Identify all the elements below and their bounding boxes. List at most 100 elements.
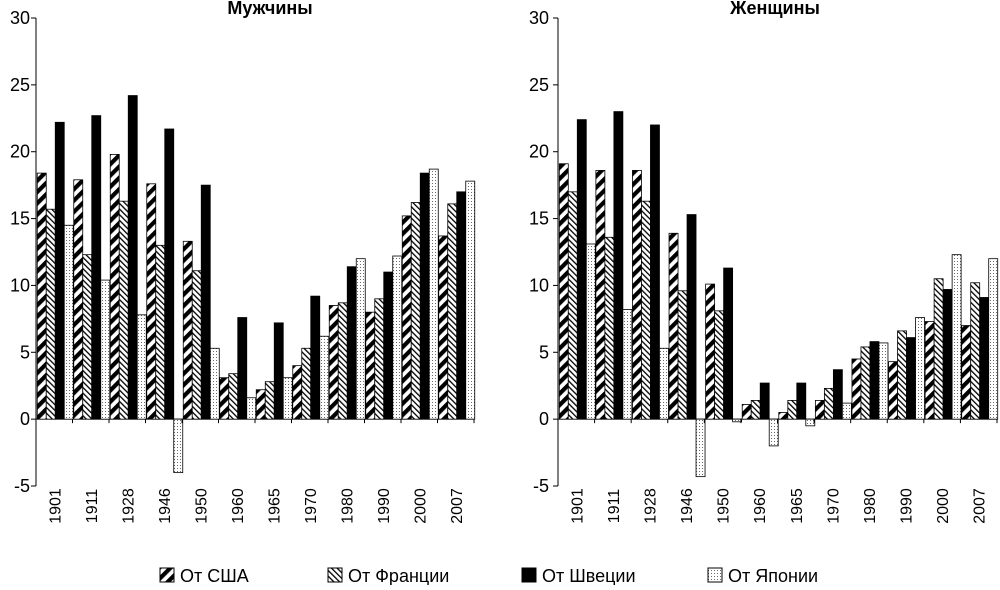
- y-tick-label: 30: [10, 8, 30, 28]
- bar-2-1970: [823, 387, 834, 420]
- panel-title: Мужчины: [227, 0, 312, 18]
- x-tick-label: 1990: [899, 488, 916, 524]
- bar-4-1990: [915, 317, 925, 420]
- legend-label: От США: [180, 566, 249, 585]
- bar-1-1980: [851, 358, 862, 420]
- bar-2-1950: [191, 270, 202, 420]
- y-tick-label: 15: [529, 209, 549, 229]
- bar-3-1965: [796, 382, 807, 420]
- y-tick-label: 5: [539, 342, 549, 362]
- bar-4-1911: [100, 279, 111, 420]
- bar-4-2007: [465, 180, 476, 420]
- x-tick-label: 1970: [303, 488, 320, 524]
- bar-4-1965: [805, 418, 816, 427]
- bar-1-1970: [292, 365, 303, 420]
- bar-3-1990: [906, 337, 916, 420]
- bar-3-1946: [164, 128, 175, 420]
- bar-2-1980: [337, 302, 348, 420]
- y-tick-label: 0: [20, 409, 30, 429]
- bar-3-1990: [383, 271, 394, 420]
- bar-4-1928: [136, 314, 147, 420]
- bar-2-2007: [447, 203, 458, 420]
- y-tick-label: 30: [529, 8, 549, 28]
- bar-2-1928: [118, 200, 129, 420]
- y-tick-label: 10: [529, 275, 549, 295]
- x-tick-label: 1928: [642, 488, 659, 524]
- bar-1-2007: [438, 235, 449, 420]
- x-tick-label: 1911: [84, 489, 101, 524]
- bar-2-1901: [567, 191, 578, 420]
- y-tick-label: 5: [20, 342, 30, 362]
- bar-1-1970: [814, 400, 825, 420]
- bar-3-1911: [613, 111, 624, 420]
- bar-3-1980: [869, 341, 880, 420]
- y-tick-label: 25: [10, 75, 30, 95]
- panel-women: Женщины -5 0 5 10 15 20 25 30 1901 1911 1928 1946 19…: [529, 0, 999, 524]
- bar-3-1980: [346, 266, 357, 420]
- bar-3-1965: [273, 322, 284, 420]
- bar-1-1990: [888, 361, 898, 420]
- x-tick-label: 2000: [935, 488, 952, 524]
- legend-swatch: [521, 567, 537, 583]
- bar-4-1965: [282, 377, 293, 420]
- bar-4-1946: [695, 418, 706, 478]
- x-tick-label: 1950: [716, 488, 733, 524]
- legend-label: От Франции: [348, 566, 449, 585]
- bar-4-1980: [355, 258, 366, 420]
- bar-1-1946: [146, 183, 157, 420]
- bar-1-2007: [961, 325, 972, 420]
- bar-2-1980: [860, 346, 871, 420]
- bar-4-1950: [209, 347, 220, 420]
- x-tick-label: 2000: [412, 488, 429, 524]
- bar-4-2007: [988, 258, 999, 420]
- bar-2-1960: [228, 373, 239, 420]
- y-tick-label: 15: [10, 209, 30, 229]
- bar-2-2000: [410, 202, 421, 420]
- bar-1-1901: [558, 163, 569, 420]
- legend-swatch: [327, 567, 343, 583]
- bar-3-1901: [576, 119, 587, 420]
- bar-1-1901: [36, 172, 47, 420]
- legend-label: От Японии: [728, 566, 818, 585]
- x-tick-label: 1965: [266, 488, 283, 524]
- bar-2-1970: [301, 347, 312, 420]
- bar-3-1970: [310, 295, 321, 420]
- bar-3-1960: [759, 382, 770, 420]
- bar-1-1980: [328, 305, 339, 420]
- bar-4-2000: [951, 254, 962, 420]
- bar-3-1911: [91, 115, 102, 420]
- legend-swatch: [159, 567, 175, 583]
- bar-2-1965: [787, 400, 798, 420]
- bar-2-1965: [264, 381, 275, 420]
- bar-2-1990: [374, 298, 385, 420]
- bar-4-2000: [428, 168, 439, 420]
- bar-1-1960: [219, 377, 230, 420]
- bar-1-1965: [255, 389, 266, 420]
- bar-2-1990: [897, 330, 907, 420]
- bar-3-1950: [200, 184, 211, 420]
- bar-1-2000: [401, 215, 412, 420]
- bar-1-1946: [668, 232, 679, 420]
- x-tick-label: 1960: [230, 488, 247, 524]
- bar-3-1960: [237, 317, 248, 420]
- bar-3-1928: [650, 124, 660, 420]
- x-tick-label: 1960: [752, 488, 769, 524]
- bar-4-1960: [768, 418, 779, 447]
- bar-4-1901: [63, 224, 74, 420]
- x-tick-label: 1980: [862, 488, 879, 524]
- bar-1-1928: [109, 153, 120, 420]
- y-tick-label: 0: [539, 409, 549, 429]
- bar-1-1950: [705, 283, 716, 420]
- legend-swatch: [707, 567, 723, 583]
- bar-3-2000: [942, 289, 953, 420]
- bar-3-1950: [723, 267, 734, 420]
- x-tick-label: 1911: [606, 489, 623, 524]
- bar-3-1928: [127, 95, 138, 420]
- panel-men: Мужчины -5 0 5 10 15 20 25 30 1901 1911 1928 1946 19…: [10, 0, 476, 524]
- x-tick-label: 1950: [193, 488, 210, 524]
- bar-1-1911: [73, 179, 84, 420]
- bar-2-1911: [604, 236, 615, 420]
- bar-1-1928: [632, 170, 642, 420]
- x-tick-label: 1901: [47, 488, 64, 524]
- legend-label: От Швеции: [542, 566, 636, 585]
